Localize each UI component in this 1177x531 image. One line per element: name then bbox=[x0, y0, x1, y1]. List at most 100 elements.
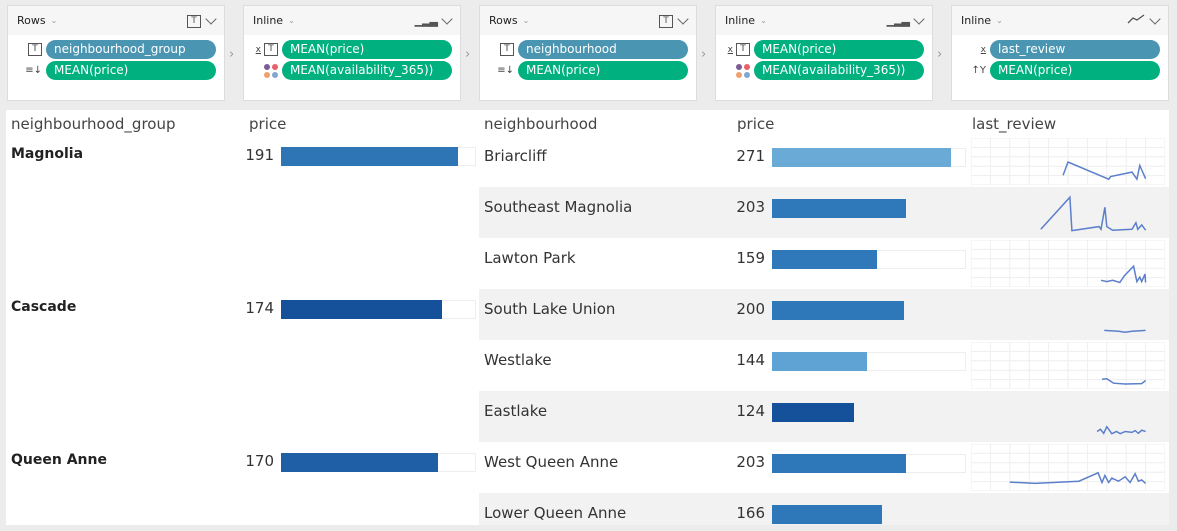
price-bar[interactable] bbox=[772, 199, 906, 218]
text-icon[interactable]: T bbox=[187, 13, 201, 28]
sparkline-line bbox=[1104, 329, 1146, 333]
table-row[interactable]: Briarcliff 271 bbox=[479, 136, 1169, 187]
y-icon: ↑Y bbox=[971, 65, 987, 76]
neighbourhood-label: Briarcliff bbox=[484, 147, 547, 165]
last-review-sparkline[interactable] bbox=[971, 138, 1165, 185]
group-price-bar[interactable] bbox=[281, 300, 442, 319]
sparkline-line bbox=[1040, 195, 1147, 232]
chevron-down-icon[interactable] bbox=[677, 12, 689, 25]
header-neighbourhood-group[interactable]: neighbourhood_group bbox=[11, 115, 176, 133]
table-row[interactable]: Lower Queen Anne 166 bbox=[479, 493, 1169, 525]
header-last-review[interactable]: last_review bbox=[972, 115, 1057, 133]
table-row[interactable]: Lawton Park 159 bbox=[479, 238, 1169, 289]
field-pill[interactable]: MEAN(price) bbox=[46, 61, 216, 80]
color-icon bbox=[724, 63, 754, 78]
bar-chart-icon[interactable]: ▁▂▃ bbox=[414, 14, 438, 27]
table-row[interactable]: Southeast Magnolia 203 bbox=[479, 187, 1169, 238]
group-price-value: 170 bbox=[245, 452, 274, 470]
header-group-price[interactable]: price bbox=[249, 115, 287, 133]
table-row[interactable]: Eastlake 124 bbox=[479, 391, 1169, 442]
sparkline-line bbox=[1096, 425, 1146, 435]
field-pill[interactable]: MEAN(availability_365)) bbox=[754, 61, 924, 80]
price-value: 144 bbox=[736, 351, 765, 369]
group-price-bar[interactable] bbox=[281, 147, 458, 166]
field-pill[interactable]: MEAN(price) bbox=[282, 40, 452, 59]
neighbourhood-label: South Lake Union bbox=[484, 300, 616, 318]
price-value: 124 bbox=[736, 402, 765, 420]
chevron-down-icon[interactable] bbox=[913, 12, 925, 25]
price-value: 166 bbox=[736, 504, 765, 522]
shelf-mode[interactable]: Inline bbox=[725, 14, 756, 27]
field-pill[interactable]: last_review bbox=[990, 40, 1160, 59]
chevron-down-icon[interactable] bbox=[205, 12, 217, 25]
mode-caret-icon[interactable]: ⌄ bbox=[760, 16, 767, 25]
header-neighbourhood[interactable]: neighbourhood bbox=[484, 115, 598, 133]
shelf-panel: Inline ⌄ ▁▂▃ x T MEAN(price) MEAN(availabili… bbox=[715, 5, 933, 101]
mode-caret-icon[interactable]: ⌄ bbox=[288, 16, 295, 25]
group-price-bar[interactable] bbox=[281, 453, 439, 472]
table-row[interactable]: West Queen Anne 203 bbox=[479, 442, 1169, 493]
chevron-right-icon: › bbox=[937, 47, 943, 62]
table-row[interactable]: Westlake 144 bbox=[479, 340, 1169, 391]
price-bar[interactable] bbox=[772, 352, 868, 371]
neighbourhood-label: Southeast Magnolia bbox=[484, 198, 633, 216]
chevron-down-icon[interactable] bbox=[1149, 12, 1161, 25]
shelf-mode[interactable]: Inline bbox=[253, 14, 284, 27]
sparkline-line bbox=[1101, 378, 1147, 385]
last-review-sparkline[interactable] bbox=[971, 393, 1165, 440]
last-review-sparkline[interactable] bbox=[971, 342, 1165, 389]
neighbourhood-label: Eastlake bbox=[484, 402, 548, 420]
field-pill[interactable]: MEAN(price) bbox=[518, 61, 688, 80]
last-review-sparkline[interactable] bbox=[971, 444, 1165, 491]
last-review-sparkline[interactable] bbox=[971, 291, 1165, 338]
last-review-sparkline[interactable] bbox=[971, 240, 1165, 287]
mode-caret-icon[interactable]: ⌄ bbox=[996, 16, 1003, 25]
price-bar[interactable] bbox=[772, 403, 854, 422]
neighbourhood-label: Lawton Park bbox=[484, 249, 576, 267]
group-label[interactable]: Queen Anne bbox=[11, 452, 107, 468]
shelf-mode[interactable]: Rows bbox=[17, 14, 46, 27]
shelf-mode[interactable]: Inline bbox=[961, 14, 992, 27]
mode-caret-icon[interactable]: ⌄ bbox=[522, 16, 530, 25]
neighbourhood-label: Lower Queen Anne bbox=[484, 504, 627, 522]
table-row[interactable]: South Lake Union 200 bbox=[479, 289, 1169, 340]
chevron-right-icon: › bbox=[701, 47, 707, 62]
price-bar[interactable] bbox=[772, 148, 951, 167]
sort-icon: ≡↓ bbox=[497, 65, 514, 76]
price-value: 271 bbox=[736, 147, 765, 165]
group-label[interactable]: Magnolia bbox=[11, 146, 84, 162]
x-icon: x bbox=[980, 44, 986, 55]
chevron-right-icon: › bbox=[465, 47, 471, 62]
header-price[interactable]: price bbox=[737, 115, 775, 133]
line-chart-icon[interactable] bbox=[1127, 14, 1145, 27]
price-value: 203 bbox=[736, 198, 765, 216]
text-icon: T bbox=[488, 43, 518, 56]
neighbourhood-label: Westlake bbox=[484, 351, 552, 369]
shelf-mode[interactable]: Rows bbox=[489, 14, 518, 27]
sparkline-line bbox=[1062, 161, 1147, 182]
sparkline-line bbox=[1100, 264, 1147, 284]
chevron-down-icon[interactable] bbox=[441, 12, 453, 25]
field-pill[interactable]: MEAN(price) bbox=[754, 40, 924, 59]
price-value: 203 bbox=[736, 453, 765, 471]
field-pill[interactable]: MEAN(price) bbox=[990, 61, 1160, 80]
group-label[interactable]: Cascade bbox=[11, 299, 77, 315]
bar-chart-icon[interactable]: ▁▂▃ bbox=[886, 14, 910, 27]
shelf-panel: Inline ⌄ ▁▂▃ x T MEAN(price) MEAN(availabili… bbox=[243, 5, 461, 101]
text-icon[interactable]: T bbox=[659, 13, 673, 28]
results-table: Briarcliff 271 Southeast Magnolia 203 La… bbox=[6, 110, 1169, 525]
mode-caret-icon[interactable]: ⌄ bbox=[50, 16, 58, 25]
price-bar[interactable] bbox=[772, 505, 882, 524]
last-review-sparkline[interactable] bbox=[971, 189, 1165, 236]
price-bar[interactable] bbox=[772, 250, 877, 269]
field-pill[interactable]: MEAN(availability_365)) bbox=[282, 61, 452, 80]
color-icon bbox=[252, 63, 282, 78]
price-bar[interactable] bbox=[772, 301, 904, 320]
price-bar[interactable] bbox=[772, 454, 906, 473]
price-value: 200 bbox=[736, 300, 765, 318]
group-price-value: 174 bbox=[245, 299, 274, 317]
field-pill[interactable]: neighbourhood bbox=[518, 40, 688, 59]
field-pill[interactable]: neighbourhood_group bbox=[46, 40, 216, 59]
